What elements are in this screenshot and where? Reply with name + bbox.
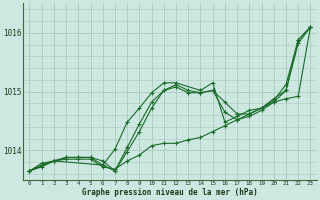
X-axis label: Graphe pression niveau de la mer (hPa): Graphe pression niveau de la mer (hPa): [82, 188, 258, 197]
